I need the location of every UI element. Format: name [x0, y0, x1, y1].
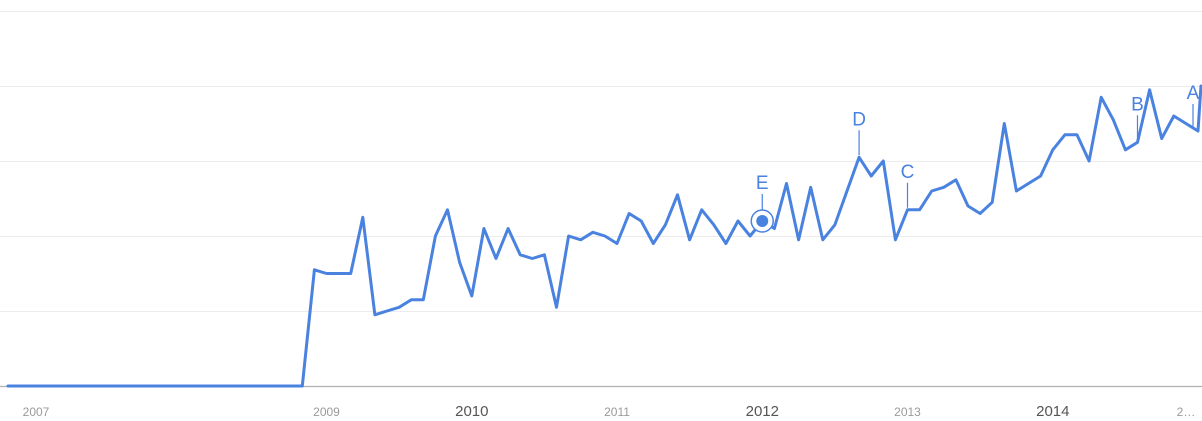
- data-point: [1160, 137, 1164, 141]
- data-point: [821, 238, 825, 242]
- data-point: [1051, 148, 1055, 152]
- data-point: [1111, 118, 1115, 122]
- annotation-c: C: [901, 162, 915, 208]
- data-point: [542, 253, 546, 257]
- x-tick-label: 2007: [23, 405, 50, 419]
- data-point: [1063, 133, 1067, 137]
- data-point: [325, 272, 329, 276]
- data-point: [1039, 174, 1043, 178]
- data-point: [676, 193, 680, 197]
- data-point: [373, 313, 377, 317]
- data-point: [1148, 88, 1152, 92]
- data-point: [893, 238, 897, 242]
- data-point: [881, 159, 885, 163]
- annotation-dot: [756, 215, 769, 227]
- annotation-label: B: [1131, 94, 1144, 115]
- x-tick-label: 2009: [313, 405, 340, 419]
- data-point: [34, 384, 38, 388]
- data-point: [978, 212, 982, 216]
- data-point: [1014, 189, 1018, 193]
- data-point: [603, 234, 607, 238]
- x-tick-label: 2011: [604, 405, 630, 419]
- data-point: [627, 212, 631, 216]
- data-point: [797, 238, 801, 242]
- annotation-label: A: [1187, 83, 1200, 104]
- data-point: [966, 204, 970, 208]
- data-point: [458, 260, 462, 264]
- data-point: [494, 257, 498, 261]
- x-tick-label: 2014: [1036, 403, 1069, 420]
- data-point: [421, 298, 425, 302]
- data-point: [1099, 95, 1103, 99]
- data-point: [409, 298, 413, 302]
- x-axis-ticks: 2007 2009 2010 2011 2012 2013 2014 2…: [23, 403, 1196, 420]
- data-point: [785, 182, 789, 186]
- data-point: [482, 227, 486, 231]
- data-point: [530, 257, 534, 261]
- data-point: [470, 294, 474, 298]
- data-point: [990, 200, 994, 204]
- data-point: [869, 174, 873, 178]
- data-point: [385, 309, 389, 313]
- data-point: [433, 234, 437, 238]
- data-point: [300, 384, 304, 388]
- data-point: [1087, 159, 1091, 163]
- data-point: [1123, 148, 1127, 152]
- data-point: [591, 230, 595, 234]
- data-point: [833, 223, 837, 227]
- gridlines: [0, 11, 1202, 312]
- data-point: [312, 268, 316, 272]
- data-point: [736, 219, 740, 223]
- data-point: [567, 234, 571, 238]
- data-point: [506, 227, 510, 231]
- data-point: [615, 242, 619, 246]
- data-point: [1136, 140, 1140, 144]
- annotation-d: D: [852, 109, 866, 156]
- data-point: [1075, 133, 1079, 137]
- annotation-label: E: [756, 173, 769, 194]
- data-point: [700, 208, 704, 212]
- data-point: [712, 223, 716, 227]
- data-point: [579, 238, 583, 242]
- data-point: [906, 208, 910, 212]
- series-line: [6, 84, 1202, 388]
- data-point: [857, 155, 861, 159]
- x-tick-label: 2013: [894, 405, 921, 419]
- data-point: [954, 178, 958, 182]
- data-point: [845, 189, 849, 193]
- annotations: E D C B A: [750, 83, 1200, 233]
- data-point: [724, 242, 728, 246]
- data-point: [555, 305, 559, 309]
- data-point: [772, 227, 776, 231]
- data-point: [918, 208, 922, 212]
- data-point: [942, 185, 946, 189]
- data-point: [446, 208, 450, 212]
- annotation-label: D: [852, 109, 866, 130]
- data-point: [663, 223, 667, 227]
- data-point: [809, 185, 813, 189]
- x-tick-label: 2…: [1177, 405, 1196, 419]
- data-point: [1002, 122, 1006, 126]
- data-point: [930, 189, 934, 193]
- data-point: [1172, 114, 1176, 118]
- annotation-e: E: [750, 173, 774, 233]
- data-point: [361, 215, 365, 219]
- data-point: [337, 272, 341, 276]
- data-point: [1184, 122, 1188, 126]
- data-point: [651, 242, 655, 246]
- data-point: [639, 219, 643, 223]
- annotation-a: A: [1187, 83, 1200, 129]
- data-point: [748, 234, 752, 238]
- x-tick-label: 2010: [455, 403, 488, 420]
- data-point: [1196, 129, 1200, 133]
- annotation-label: C: [901, 162, 915, 183]
- data-point: [688, 238, 692, 242]
- x-tick-label: 2012: [746, 403, 779, 420]
- data-point: [518, 253, 522, 257]
- annotation-b: B: [1131, 94, 1144, 141]
- data-point: [349, 272, 353, 276]
- data-point: [1027, 182, 1031, 186]
- data-point: [397, 305, 401, 309]
